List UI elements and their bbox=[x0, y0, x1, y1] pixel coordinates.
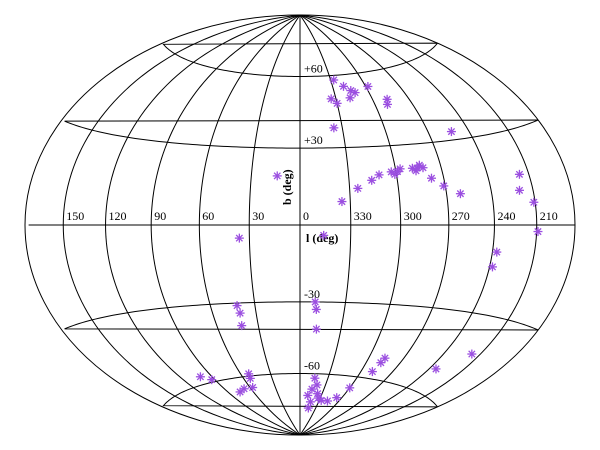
data-point bbox=[533, 227, 543, 237]
data-point bbox=[514, 185, 524, 195]
data-point bbox=[487, 262, 497, 272]
data-point bbox=[467, 349, 477, 359]
data-point bbox=[303, 390, 313, 400]
data-point bbox=[338, 81, 348, 91]
y-tick-label: +30 bbox=[304, 133, 323, 147]
x-tick-label: 330 bbox=[354, 209, 372, 223]
data-point bbox=[235, 308, 245, 318]
data-point bbox=[310, 297, 320, 307]
data-point bbox=[431, 364, 441, 374]
data-point bbox=[319, 230, 329, 240]
data-point bbox=[439, 181, 449, 191]
data-point bbox=[310, 373, 320, 383]
data-point bbox=[367, 367, 377, 377]
y-tick-label: -30 bbox=[304, 287, 320, 301]
x-tick-label: 270 bbox=[452, 209, 470, 223]
data-point bbox=[492, 247, 502, 257]
x-tick-label: 240 bbox=[498, 209, 516, 223]
data-point bbox=[303, 403, 313, 413]
y-axis-label: b (deg) bbox=[280, 169, 294, 205]
data-point bbox=[329, 75, 339, 85]
data-point bbox=[332, 393, 342, 403]
parallel-line bbox=[64, 119, 539, 149]
data-point bbox=[237, 321, 247, 331]
data-point bbox=[329, 123, 339, 133]
x-tick-label: 150 bbox=[66, 209, 84, 223]
data-point bbox=[337, 197, 347, 207]
data-point bbox=[311, 304, 321, 314]
data-point bbox=[345, 383, 355, 393]
data-point bbox=[446, 127, 456, 137]
data-point bbox=[332, 98, 342, 108]
data-point bbox=[232, 301, 242, 311]
parallel-line bbox=[162, 42, 438, 78]
data-point bbox=[426, 173, 436, 183]
data-point bbox=[272, 171, 282, 181]
data-point bbox=[514, 169, 524, 179]
data-point bbox=[363, 81, 373, 91]
chart-tick-labels: 210 240 270 300 330 0 30 60 90 120 150 +60 +30 -30 -60 bbox=[66, 62, 558, 373]
y-tick-label: -60 bbox=[304, 359, 320, 373]
data-point bbox=[311, 324, 321, 334]
x-tick-label: 210 bbox=[540, 209, 558, 223]
data-point bbox=[245, 373, 255, 383]
data-point bbox=[529, 197, 539, 207]
data-point bbox=[376, 358, 386, 368]
data-point bbox=[367, 175, 377, 185]
x-tick-label: 120 bbox=[109, 209, 127, 223]
data-point bbox=[234, 233, 244, 243]
data-point bbox=[248, 383, 258, 393]
data-point bbox=[313, 389, 323, 399]
data-point bbox=[374, 170, 384, 180]
chart-points bbox=[195, 75, 543, 413]
data-point bbox=[407, 163, 417, 173]
chart-grid bbox=[24, 14, 576, 436]
x-tick-label: 90 bbox=[154, 209, 166, 223]
data-point bbox=[382, 94, 392, 104]
x-tick-label: 30 bbox=[252, 209, 264, 223]
y-tick-label: +60 bbox=[304, 62, 323, 76]
data-point bbox=[345, 93, 355, 103]
data-point bbox=[386, 167, 396, 177]
data-point bbox=[455, 189, 465, 199]
x-tick-label: 0 bbox=[303, 209, 309, 223]
data-point bbox=[326, 94, 336, 104]
data-point bbox=[195, 372, 205, 382]
data-point bbox=[307, 384, 317, 394]
data-point bbox=[353, 183, 363, 193]
data-point bbox=[207, 375, 217, 385]
x-tick-label: 60 bbox=[202, 209, 214, 223]
x-axis-label: l (deg) bbox=[306, 231, 338, 245]
x-tick-label: 300 bbox=[404, 209, 422, 223]
parallel-line bbox=[162, 372, 438, 408]
data-point bbox=[235, 387, 245, 397]
parallel-line bbox=[64, 301, 539, 331]
data-point bbox=[346, 86, 356, 96]
